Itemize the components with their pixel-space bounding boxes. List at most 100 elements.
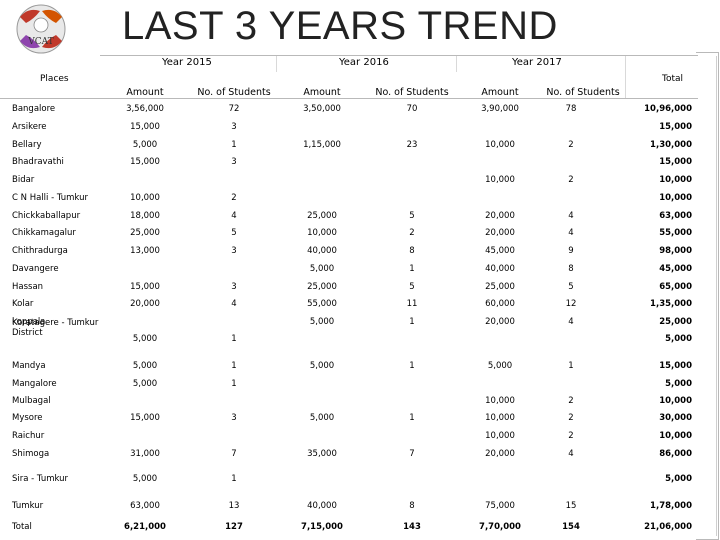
students-2015-cell: 3 xyxy=(231,157,237,167)
amount-2017-cell: 10,000 xyxy=(485,431,515,441)
total-cell: 55,000 xyxy=(659,228,692,238)
total-cell: 30,000 xyxy=(659,413,692,423)
place-name: Sira - Tumkur xyxy=(12,474,69,484)
total-cell: 45,000 xyxy=(659,264,692,274)
amount-2016-cell: 5,000 xyxy=(309,317,335,327)
amount-2016-cell: 1,15,000 xyxy=(303,140,341,150)
students-2015-cell: 1 xyxy=(231,334,237,344)
amount-2017-cell: 20,000 xyxy=(485,228,515,238)
divider xyxy=(456,56,457,72)
place-name: Davangere xyxy=(12,264,59,274)
students-2016-cell: 70 xyxy=(406,104,418,114)
amount-2017-cell: 75,000 xyxy=(485,501,515,511)
amount-2017-cell: 10,000 xyxy=(485,140,515,150)
students-2015-cell: 127 xyxy=(225,522,243,532)
students-2016-cell: 2 xyxy=(409,228,415,238)
students-2017-cell: 2 xyxy=(568,413,574,423)
students-2015-header: No. of Students xyxy=(197,87,271,98)
students-2016-cell: 1 xyxy=(409,361,415,371)
students-2016-header: No. of Students xyxy=(375,87,449,98)
total-cell: 98,000 xyxy=(659,246,692,256)
students-2017-cell: 8 xyxy=(568,264,574,274)
place-name: Mandya xyxy=(12,361,46,371)
amount-2017-cell: 40,000 xyxy=(485,264,515,274)
amount-2017-cell: 60,000 xyxy=(485,299,515,309)
amount-2017-cell: 5,000 xyxy=(487,361,513,371)
total-cell: 1,30,000 xyxy=(650,140,692,150)
students-2015-cell: 3 xyxy=(231,246,237,256)
students-2017-cell: 4 xyxy=(568,317,574,327)
place-name: Bhadravathi xyxy=(12,157,64,167)
total-cell: 65,000 xyxy=(659,282,692,292)
amount-2016-header: Amount xyxy=(303,87,341,98)
amount-2017-cell: 7,70,000 xyxy=(479,522,521,532)
students-2016-cell: 1 xyxy=(409,264,415,274)
amount-2017-cell: 10,000 xyxy=(485,413,515,423)
amount-2015-cell: 13,000 xyxy=(130,246,160,256)
total-cell: 1,78,000 xyxy=(650,501,692,511)
students-2017-cell: 4 xyxy=(568,211,574,221)
year-2017-header: Year 2017 xyxy=(512,57,562,68)
total-cell: 1,35,000 xyxy=(650,299,692,309)
place-name: Hassan xyxy=(12,282,44,292)
total-cell: 86,000 xyxy=(659,449,692,459)
students-2017-cell: 1 xyxy=(568,361,574,371)
students-2016-cell: 5 xyxy=(409,282,415,292)
place-name: Total xyxy=(12,522,32,532)
place-name: Chithradurga xyxy=(12,246,68,256)
amount-2015-cell: 63,000 xyxy=(130,501,160,511)
amount-2017-cell: 20,000 xyxy=(485,211,515,221)
students-2017-cell: 5 xyxy=(568,282,574,292)
students-2016-cell: 7 xyxy=(409,449,415,459)
students-2016-cell: 143 xyxy=(403,522,421,532)
students-2015-cell: 4 xyxy=(231,299,237,309)
amount-2017-cell: 45,000 xyxy=(485,246,515,256)
place-name: Chikkamagalur xyxy=(12,228,76,238)
amount-2017-cell: 20,000 xyxy=(485,317,515,327)
places-header: Places xyxy=(40,74,69,84)
students-2016-cell: 1 xyxy=(409,317,415,327)
amount-2016-cell: 25,000 xyxy=(307,282,337,292)
students-2015-cell: 1 xyxy=(231,379,237,389)
amount-2015-header: Amount xyxy=(126,87,164,98)
students-2016-cell: 8 xyxy=(409,501,415,511)
divider xyxy=(100,55,698,56)
total-cell: 10,000 xyxy=(659,396,692,406)
students-2015-cell: 5 xyxy=(231,228,237,238)
students-2016-cell: 11 xyxy=(406,299,418,309)
place-name: Mulbagal xyxy=(12,396,51,406)
students-2017-cell: 15 xyxy=(565,501,577,511)
place-name: Shimoga xyxy=(12,449,50,459)
amount-2015-cell: 10,000 xyxy=(130,193,160,203)
total-cell: 10,000 xyxy=(659,193,692,203)
amount-2015-cell: 31,000 xyxy=(130,449,160,459)
students-2017-header: No. of Students xyxy=(546,87,620,98)
total-cell: 5,000 xyxy=(665,334,692,344)
students-2017-cell: 2 xyxy=(568,431,574,441)
amount-2017-cell: 10,000 xyxy=(485,175,515,185)
total-cell: 10,000 xyxy=(659,175,692,185)
frame xyxy=(700,56,717,536)
place-name: Bangalore xyxy=(12,104,56,114)
year-2015-header: Year 2015 xyxy=(162,57,212,68)
total-cell: 10,96,000 xyxy=(644,104,692,114)
amount-2016-cell: 25,000 xyxy=(307,211,337,221)
place-name: Koratagere - Tumkur District xyxy=(12,318,99,338)
place-name: Raichur xyxy=(12,431,45,441)
total-cell: 5,000 xyxy=(665,474,692,484)
place-name: Kolar xyxy=(12,299,34,309)
amount-2015-cell: 15,000 xyxy=(130,282,160,292)
year-2016-header: Year 2016 xyxy=(339,57,389,68)
amount-2016-cell: 40,000 xyxy=(307,246,337,256)
place-name: Bellary xyxy=(12,140,42,150)
place-name: Mangalore xyxy=(12,379,57,389)
students-2015-cell: 3 xyxy=(231,413,237,423)
total-cell: 10,000 xyxy=(659,431,692,441)
students-2017-cell: 2 xyxy=(568,140,574,150)
students-2016-cell: 1 xyxy=(409,413,415,423)
students-2017-cell: 4 xyxy=(568,449,574,459)
vcat-logo: VCAT xyxy=(16,4,66,54)
students-2015-cell: 13 xyxy=(228,501,240,511)
amount-2015-cell: 15,000 xyxy=(130,413,160,423)
total-cell: 15,000 xyxy=(659,157,692,167)
